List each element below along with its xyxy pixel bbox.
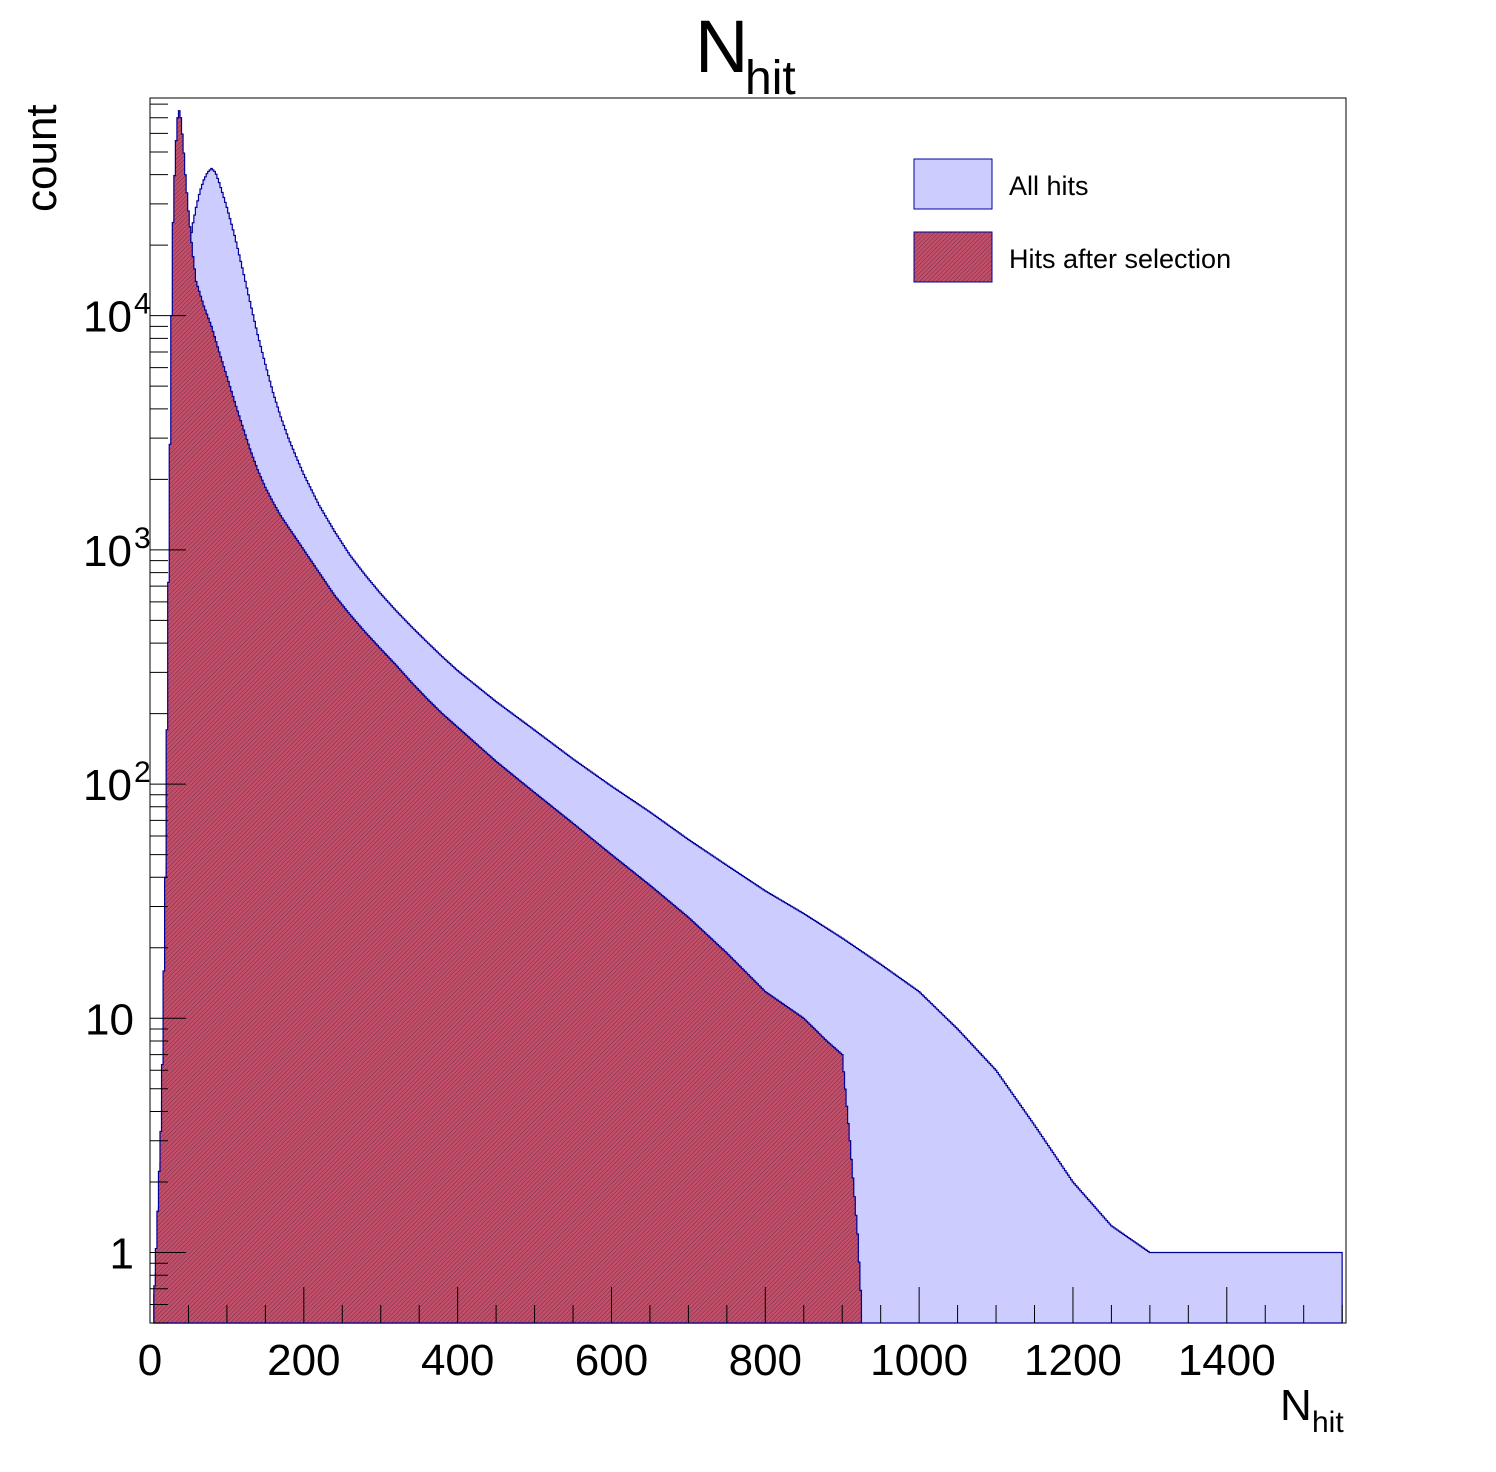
y-tick-label: 10 — [83, 761, 132, 810]
chart-title-main: N — [695, 5, 748, 88]
series-hits-after-selection-area — [153, 110, 863, 1324]
legend-swatch-all-hits — [913, 158, 993, 210]
chart-title-sub: hit — [745, 52, 796, 105]
x-tick-label: 800 — [729, 1336, 802, 1385]
y-tick-exponent: 2 — [134, 756, 151, 789]
y-tick-label: 10 — [83, 527, 132, 576]
y-tick-exponent: 3 — [134, 522, 151, 555]
x-tick-label: 1200 — [1024, 1336, 1122, 1385]
x-tick-label: 0 — [138, 1336, 162, 1385]
legend-label-all-hits: All hits — [1009, 171, 1089, 201]
series-layer — [153, 110, 1343, 1324]
x-tick-label: 400 — [421, 1336, 494, 1385]
y-tick-label: 10 — [83, 293, 132, 342]
legend: All hits Hits after selection — [913, 158, 1231, 283]
y-tick-label: 1 — [110, 1229, 134, 1278]
legend-swatch-hits-after-selection — [913, 231, 993, 283]
y-tick-exponent: 4 — [134, 288, 151, 321]
legend-label-hits-after-selection: Hits after selection — [1009, 244, 1231, 274]
x-axis-title-main: N — [1280, 1381, 1312, 1430]
y-tick-label: 10 — [85, 995, 134, 1044]
x-tick-label: 600 — [575, 1336, 648, 1385]
x-tick-label: 1400 — [1178, 1336, 1276, 1385]
x-tick-label: 200 — [267, 1336, 340, 1385]
x-axis-title-sub: hit — [1312, 1406, 1344, 1439]
y-axis-title: count — [17, 104, 66, 212]
x-tick-label: 1000 — [870, 1336, 968, 1385]
